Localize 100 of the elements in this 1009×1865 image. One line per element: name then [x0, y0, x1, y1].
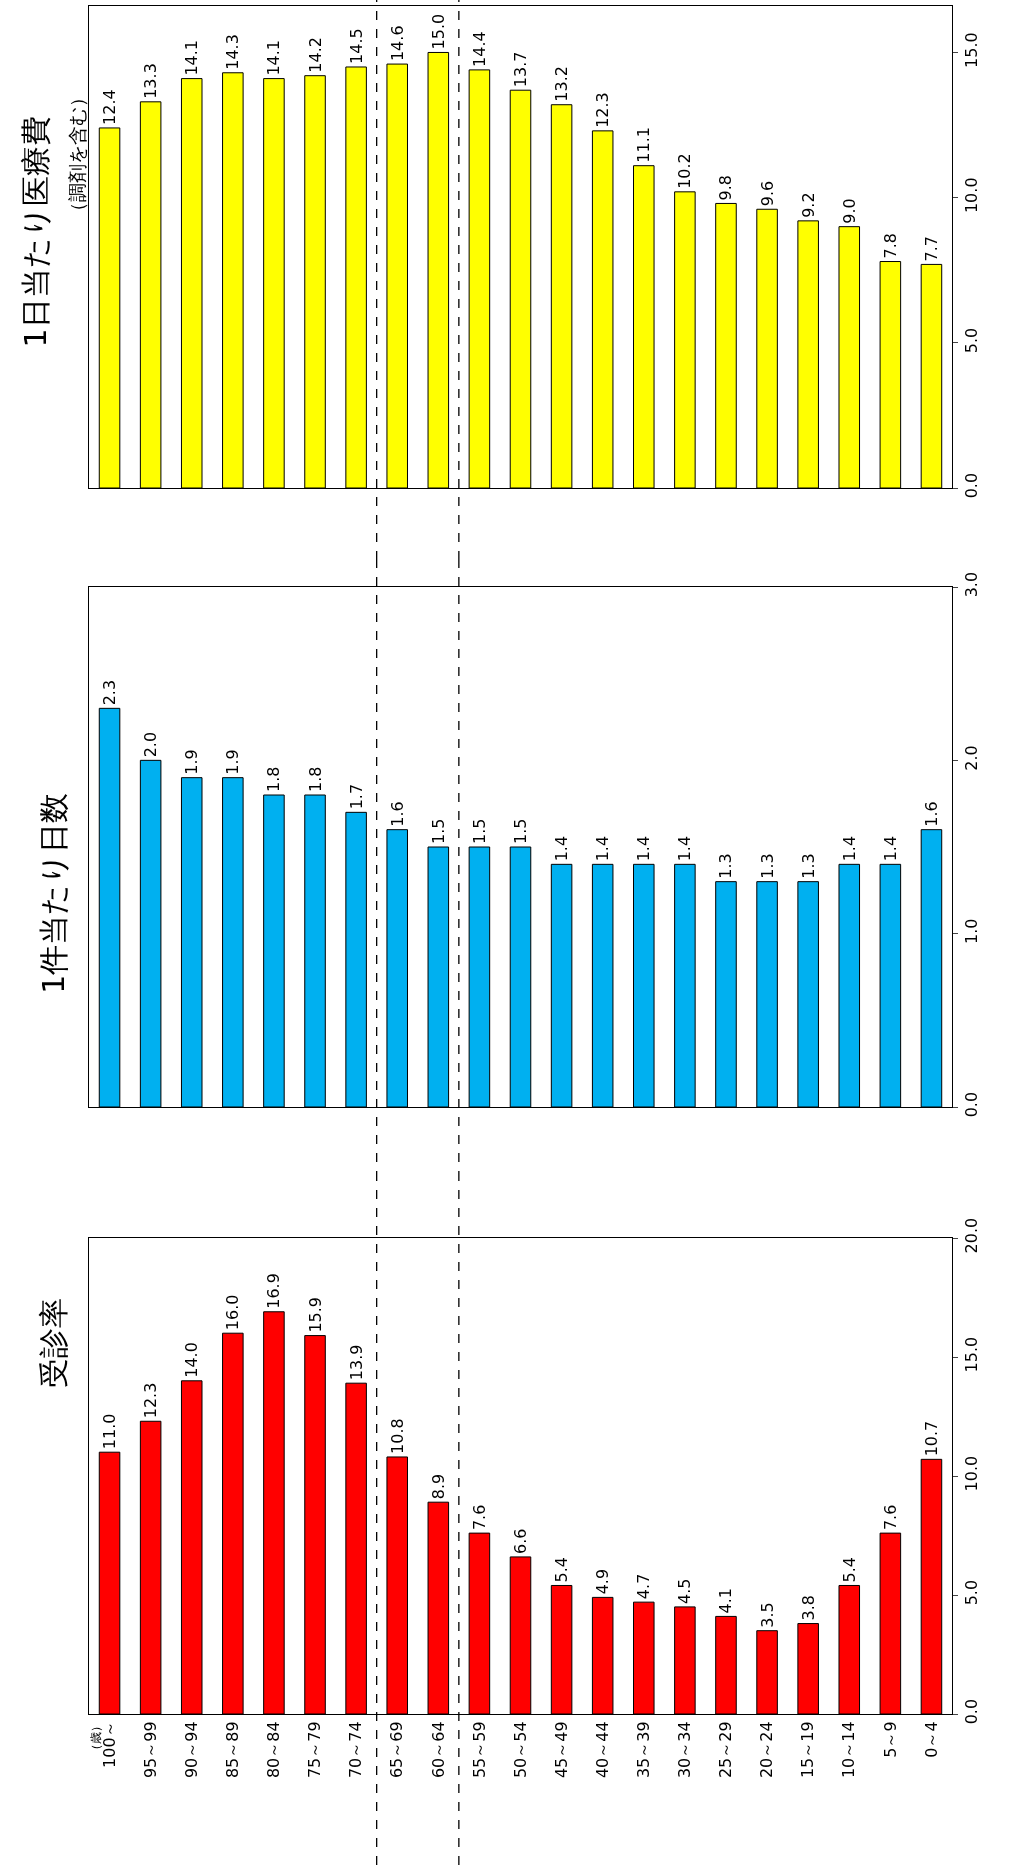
- data-label: 4.9: [593, 1568, 613, 1595]
- data-label: 7.8: [880, 233, 900, 259]
- data-label: 9.6: [757, 180, 777, 207]
- data-label: 7.6: [469, 1504, 489, 1531]
- data-label: 13.9: [346, 1344, 366, 1381]
- y-tick-label: 0.0: [962, 1091, 982, 1118]
- data-label: 10.7: [921, 1420, 941, 1457]
- data-label: 15.9: [305, 1296, 325, 1333]
- data-label: 1.9: [182, 749, 202, 775]
- x-tick-label: 35～39: [633, 1721, 653, 1779]
- x-tick-label: 70～74: [346, 1721, 366, 1779]
- data-label: 1.7: [346, 783, 366, 810]
- data-label: 6.6: [511, 1528, 530, 1554]
- data-label: 1.9: [223, 749, 243, 775]
- data-label: 10.2: [675, 153, 695, 189]
- y-tick-label: 2.0: [962, 745, 982, 771]
- y-tick-label: 3.0: [962, 571, 982, 598]
- text: 1件当たり日数: [36, 792, 72, 994]
- data-label: 14.0: [182, 1342, 202, 1378]
- text: （調剤を含む）: [65, 88, 88, 222]
- data-label: 1.3: [716, 853, 736, 879]
- y-tick-label: 10.0: [962, 1455, 982, 1492]
- data-label: 1.4: [552, 835, 572, 862]
- data-label: 12.4: [100, 89, 120, 125]
- x-tick-label: 80～84: [264, 1721, 284, 1779]
- data-label: 11.0: [100, 1413, 120, 1450]
- data-label: 1.4: [675, 835, 695, 862]
- data-label: 10.8: [387, 1418, 407, 1454]
- data-label: 1.3: [757, 853, 777, 879]
- y-tick-label: 20.0: [962, 1217, 982, 1254]
- data-label: 5.4: [552, 1557, 572, 1583]
- data-label: 5.4: [839, 1557, 859, 1583]
- data-label: 3.8: [798, 1595, 818, 1621]
- data-label: 1.4: [593, 835, 613, 862]
- x-tick-label: 45～49: [551, 1721, 571, 1779]
- y-tick-label: 15.0: [962, 32, 982, 68]
- data-label: 12.3: [593, 92, 613, 128]
- x-tick-label: 75～79: [305, 1721, 325, 1779]
- data-label: 14.4: [469, 31, 489, 67]
- data-label: 16.9: [264, 1273, 284, 1309]
- data-label: 13.7: [511, 51, 530, 88]
- y-tick-label: 0.0: [962, 472, 982, 499]
- data-label: 14.5: [346, 28, 366, 64]
- y-tick-label: 5.0: [962, 327, 982, 354]
- data-label: 2.3: [100, 679, 120, 706]
- data-label: 1.8: [305, 766, 325, 792]
- data-label: 1.4: [839, 835, 859, 862]
- y-tick-label: 15.0: [962, 1336, 982, 1373]
- data-label: 1.5: [428, 818, 448, 844]
- x-tick-label: 10～14: [839, 1721, 859, 1779]
- data-label: 4.5: [675, 1578, 695, 1604]
- data-label: 14.2: [305, 37, 325, 73]
- x-tick-label: 25～29: [716, 1721, 736, 1779]
- data-label: 14.1: [182, 39, 202, 76]
- y-tick-label: 1.0: [962, 918, 982, 944]
- data-label: 1.4: [880, 835, 900, 862]
- x-tick-label: 55～59: [469, 1721, 489, 1779]
- data-label: 15.0: [428, 13, 448, 50]
- x-tick-label: 40～44: [592, 1721, 612, 1779]
- data-label: 12.3: [141, 1382, 161, 1419]
- data-label: 13.3: [141, 63, 161, 99]
- data-label: 9.8: [716, 175, 736, 201]
- data-label: 4.1: [716, 1587, 736, 1614]
- data-label: 1.5: [469, 818, 489, 844]
- data-label: 16.0: [223, 1294, 243, 1331]
- x-tick-label: 90～94: [181, 1721, 201, 1779]
- data-label: 9.0: [839, 198, 859, 224]
- data-label: 1.4: [634, 835, 654, 862]
- data-label: 7.6: [880, 1504, 900, 1531]
- data-label: 13.2: [552, 66, 572, 102]
- data-label: 14.6: [387, 25, 407, 62]
- text: 1日当たり医療費: [18, 116, 54, 348]
- data-label: 14.3: [223, 34, 243, 70]
- x-tick-label: 0～4: [921, 1721, 941, 1758]
- data-label: 14.1: [264, 39, 284, 76]
- y-tick-label: 10.0: [962, 177, 982, 214]
- data-label: 1.8: [264, 766, 284, 792]
- data-label: 1.6: [387, 801, 407, 827]
- data-label: 11.1: [634, 127, 654, 163]
- x-tick-label: 30～34: [675, 1721, 695, 1779]
- data-label: 8.9: [428, 1473, 448, 1500]
- data-label: 3.5: [757, 1602, 777, 1628]
- text: 受診率: [36, 1297, 72, 1388]
- data-label: 1.6: [921, 801, 941, 827]
- data-label: 9.2: [798, 192, 818, 218]
- data-label: 1.3: [798, 853, 818, 879]
- x-tick-label: 20～24: [757, 1721, 777, 1779]
- x-tick-label: 85～89: [223, 1721, 243, 1779]
- data-label: 2.0: [141, 731, 161, 758]
- x-tick-label: 5～9: [880, 1721, 900, 1758]
- data-label: 4.7: [634, 1573, 654, 1600]
- x-tick-label: 95～99: [140, 1721, 160, 1779]
- x-tick-label: 65～69: [387, 1721, 407, 1779]
- data-label: 7.7: [921, 235, 941, 262]
- y-tick-label: 5.0: [962, 1579, 982, 1606]
- x-tick-label: 60～64: [428, 1721, 448, 1779]
- data-label: 1.5: [511, 818, 530, 844]
- x-tick-label: 15～19: [798, 1721, 818, 1779]
- x-tick-label: 50～54: [510, 1721, 530, 1779]
- y-tick-label: 0.0: [962, 1698, 982, 1725]
